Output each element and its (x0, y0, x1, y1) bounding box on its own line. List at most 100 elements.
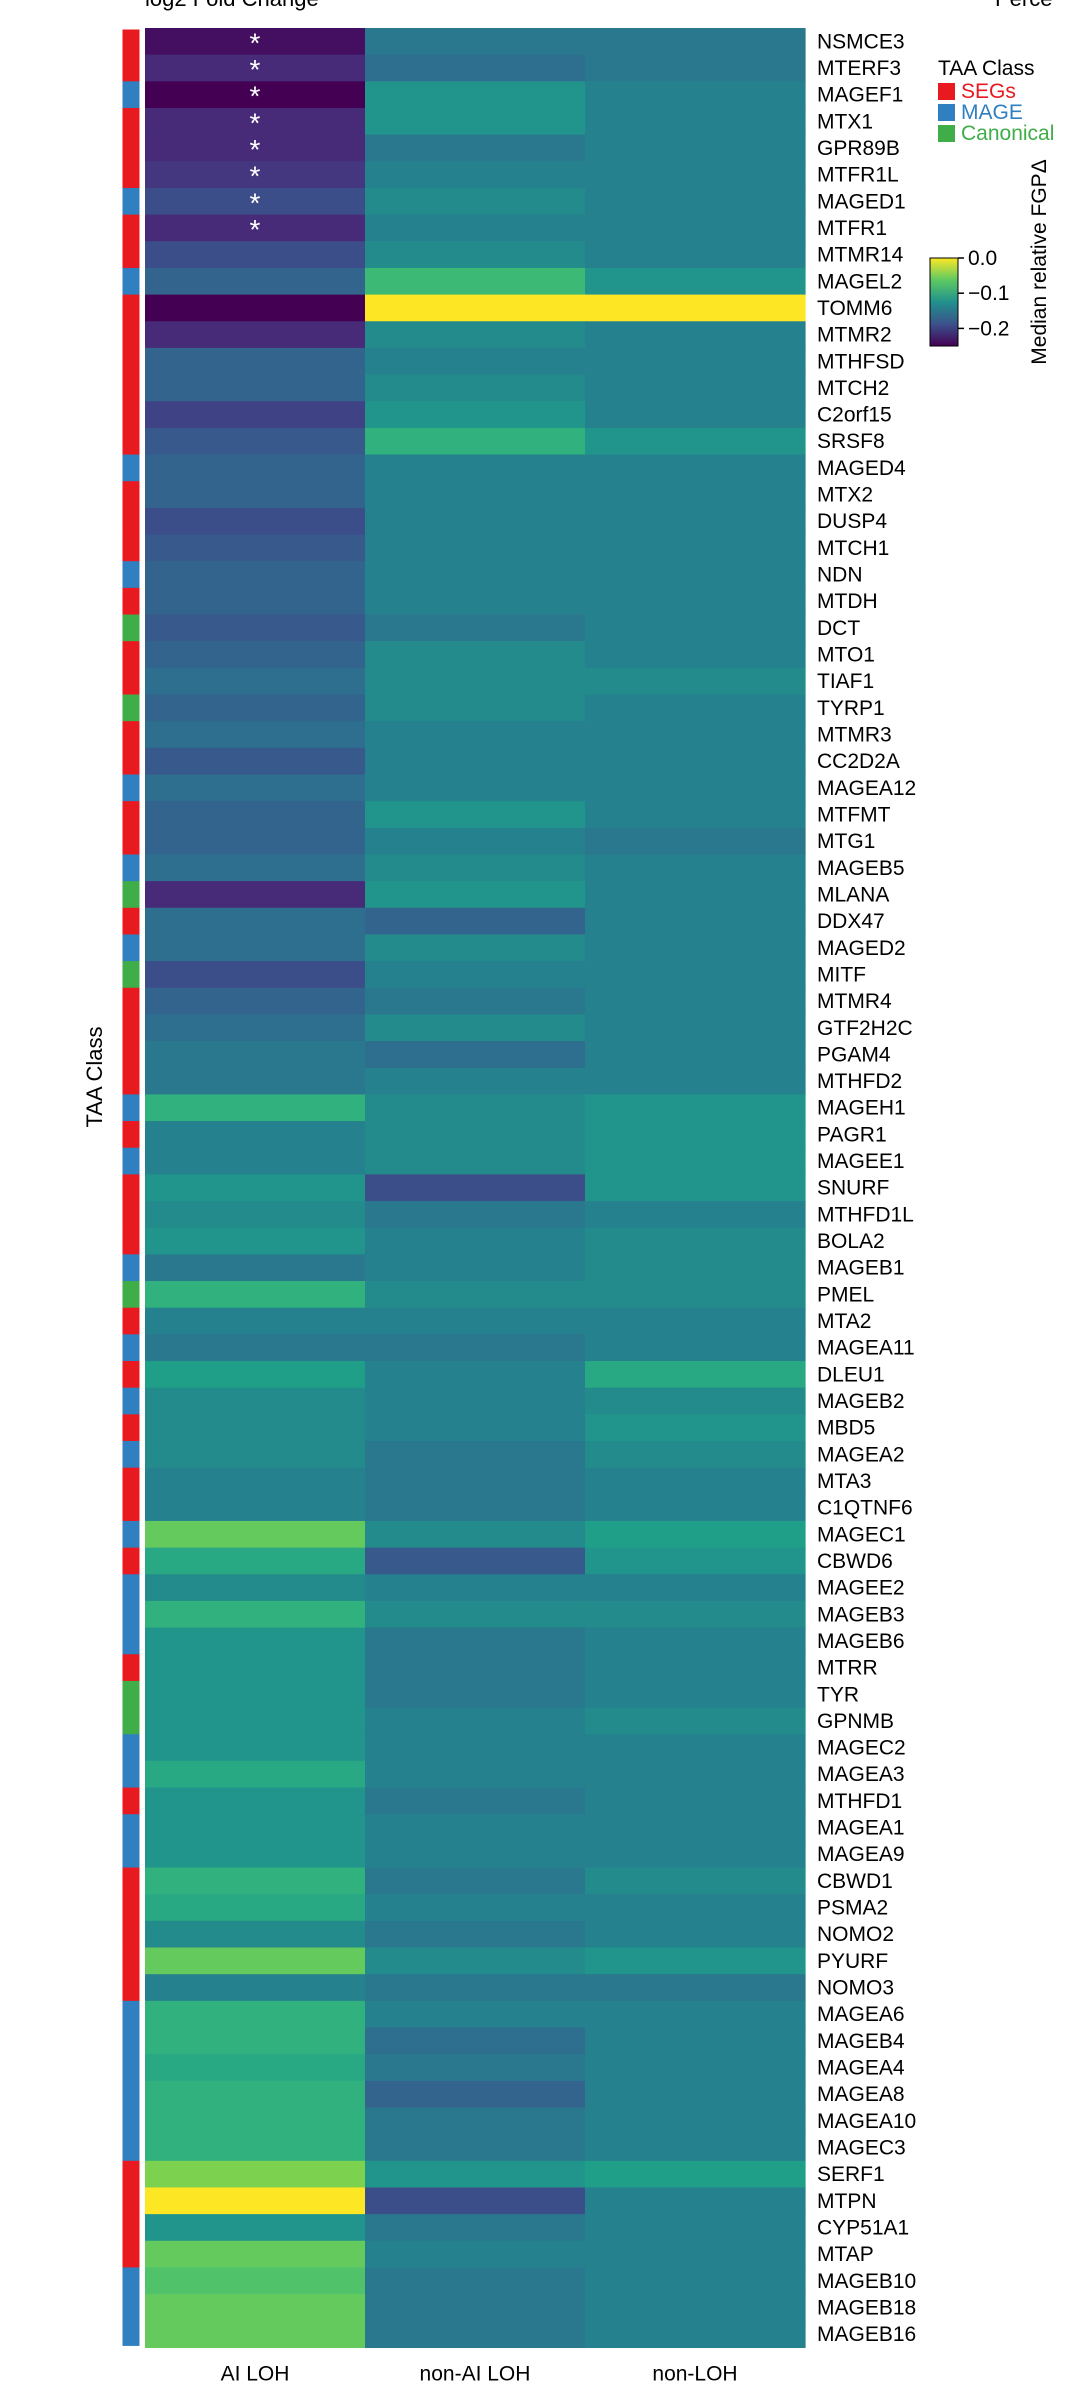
gene-label: MTX2 (817, 484, 873, 507)
class-bar-maged1 (121, 187, 141, 216)
gene-label: MTAP (817, 2243, 874, 2266)
cell-magea1-2 (585, 1814, 806, 1842)
class-bar-pagr1 (121, 1121, 141, 1149)
gene-label: MTERF3 (817, 57, 901, 80)
cell-mageb5-2 (585, 854, 806, 882)
gene-label: MAGEB5 (817, 857, 905, 880)
class-bar-mtmr4 (121, 987, 141, 1016)
class-bar-serf1 (121, 2160, 141, 2189)
legend-label-seg: SEGs (961, 80, 1016, 103)
cell-mterf3-0 (145, 54, 366, 82)
cell-nomo3-1 (365, 1974, 586, 2002)
cell-tomm6-0 (145, 294, 366, 322)
class-bar-mtrr (121, 1654, 141, 1682)
cell-mageb1-1 (365, 1254, 586, 1282)
cell-ndn-1 (365, 561, 586, 589)
class-bar-mbd5 (121, 1414, 141, 1442)
class-bar-magea6 (121, 2000, 141, 2029)
cell-ddx47-0 (145, 907, 366, 936)
cell-pagr1-2 (585, 1121, 806, 1149)
cell-gpnmb-0 (145, 1707, 366, 1735)
cell-mageb16-2 (585, 2320, 806, 2349)
cell-gpr89b-0 (145, 134, 366, 162)
class-bar-magec1 (121, 1520, 141, 1549)
cell-mto1-2 (585, 641, 806, 669)
class-bar-mtch2 (121, 374, 141, 402)
cell-maged4-2 (585, 454, 806, 482)
cell-magel2-0 (145, 267, 366, 296)
cell-magea10-1 (365, 2107, 586, 2135)
cell-mtch1-1 (365, 534, 586, 562)
cell-dusp4-0 (145, 507, 366, 536)
class-bar-mtdh (121, 587, 141, 616)
cell-cbwd6-2 (585, 1547, 806, 1575)
top-right-label: Perce (995, 0, 1052, 11)
cell-nomo3-2 (585, 1974, 806, 2002)
cell-magea3-2 (585, 1760, 806, 1789)
gene-label: SRSF8 (817, 430, 885, 453)
cell-maged2-0 (145, 934, 366, 962)
class-bar-gpnmb (121, 1707, 141, 1735)
cell-mtmr2-2 (585, 321, 806, 349)
class-annotation-bar (119, 26, 143, 2349)
gene-label: MAGEA10 (817, 2110, 916, 2133)
class-bar-mageb10 (121, 2267, 141, 2295)
cell-mtfr1l-2 (585, 161, 806, 189)
cell-serf1-0 (145, 2160, 366, 2189)
cell-magea2-1 (365, 1440, 586, 1469)
gene-label: MTHFD1 (817, 1790, 902, 1813)
class-bar-mthfd1 (121, 1787, 141, 1815)
cell-magee2-0 (145, 1574, 366, 1602)
cell-mtdh-1 (365, 587, 586, 616)
cell-ddx47-1 (365, 907, 586, 936)
cell-magec1-2 (585, 1520, 806, 1549)
colorbar-tick-label: −0.2 (968, 317, 1009, 340)
cell-mthfd1l-1 (365, 1201, 586, 1229)
cell-gtf2h2c-0 (145, 1014, 366, 1042)
cell-mageb5-0 (145, 854, 366, 882)
cell-mageh1-1 (365, 1094, 586, 1122)
class-legend-title: TAA Class (938, 57, 1034, 80)
cell-mtpn-2 (585, 2187, 806, 2215)
cell-gtf2h2c-2 (585, 1014, 806, 1042)
class-bar-magee1 (121, 1147, 141, 1175)
gene-label: MTHFD2 (817, 1070, 902, 1093)
cell-mtap-0 (145, 2240, 366, 2269)
class-bar-mta2 (121, 1307, 141, 1335)
cell-mtx1-1 (365, 107, 586, 136)
cell-mtmr4-0 (145, 987, 366, 1016)
cell-mlana-1 (365, 881, 586, 909)
cell-magea1-0 (145, 1814, 366, 1842)
cell-mageb5-1 (365, 854, 586, 882)
class-bar-pgam4 (121, 1041, 141, 1069)
cell-mageb2-1 (365, 1387, 586, 1415)
gene-label: CC2D2A (817, 750, 900, 773)
gene-label: PAGR1 (817, 1123, 887, 1146)
cell-magef1-2 (585, 81, 806, 109)
class-bar-magea1 (121, 1814, 141, 1842)
class-bar-tomm6 (121, 294, 141, 322)
cell-mitf-1 (365, 961, 586, 989)
gene-label: MAGEB1 (817, 1257, 905, 1280)
class-bar-mterf3 (121, 54, 141, 82)
cell-mthfd1-0 (145, 1787, 366, 1815)
class-bar-cbwd6 (121, 1547, 141, 1575)
cell-magea6-2 (585, 2000, 806, 2029)
cell-pmel-2 (585, 1281, 806, 1309)
cell-mthfd2-1 (365, 1067, 586, 1095)
gene-label: MTCH1 (817, 537, 889, 560)
cell-mageb6-2 (585, 1627, 806, 1655)
class-bar-maged2 (121, 934, 141, 962)
class-bar-mtg1 (121, 827, 141, 856)
class-bar-mthfd1l (121, 1201, 141, 1229)
cell-ddx47-2 (585, 907, 806, 936)
cell-mageb10-1 (365, 2267, 586, 2295)
cell-tiaf1-2 (585, 667, 806, 696)
class-bar-mtfr1 (121, 214, 141, 242)
cell-tomm6-2 (585, 294, 806, 322)
class-bar-nsmce3 (121, 28, 141, 56)
cell-magea8-2 (585, 2080, 806, 2109)
gene-label: MTMR2 (817, 324, 892, 347)
cell-maged4-0 (145, 454, 366, 482)
